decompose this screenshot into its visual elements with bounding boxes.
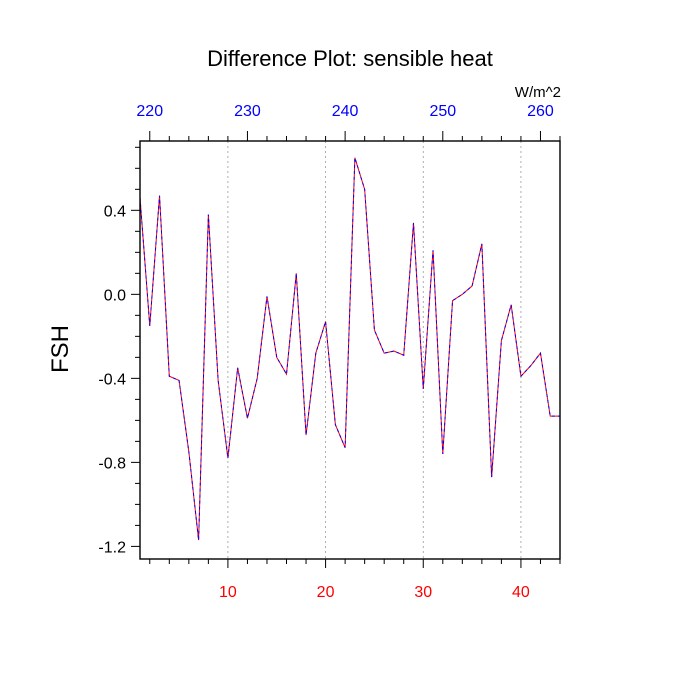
tick-labels: 10 20 30 40 220 230 240 250 260 0.4 0.0 -0.4 -0.8 -1.…: [98, 103, 553, 601]
x-bottom-tick-label: 20: [317, 584, 335, 601]
series-line-red: [139, 157, 560, 541]
x-top-tick-label: 230: [234, 103, 261, 120]
y-tick-label: -1.2: [98, 539, 126, 556]
y-tick-label: -0.8: [98, 455, 126, 472]
x-top-tick-label: 260: [527, 103, 554, 120]
series-line-blue: [139, 157, 560, 541]
y-tick-label: -0.4: [98, 371, 126, 388]
x-top-tick-label: 220: [136, 103, 163, 120]
x-bottom-tick-label: 30: [414, 584, 432, 601]
y-tick-label: 0.0: [104, 287, 126, 304]
axis-ticks: [131, 131, 561, 568]
x-bottom-tick-label: 40: [512, 584, 530, 601]
grid-lines: [227, 141, 522, 559]
y-tick-label: 0.4: [104, 203, 126, 220]
data-series: [139, 157, 560, 541]
x-top-tick-label: 240: [332, 103, 359, 120]
x-top-tick-label: 250: [429, 103, 456, 120]
y-axis-label: FSH: [47, 325, 74, 373]
units-label: W/m^2: [515, 84, 561, 101]
x-bottom-tick-label: 10: [219, 584, 237, 601]
plot-frame: [139, 140, 561, 560]
chart-title: Difference Plot: sensible heat: [207, 46, 493, 71]
